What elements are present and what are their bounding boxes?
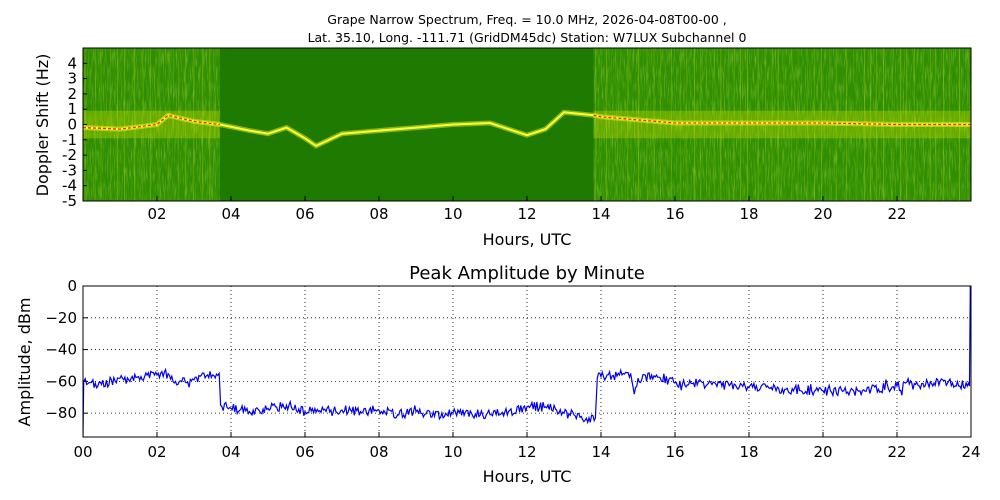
x-tick-label: 24 [961,443,980,461]
y-tick-label: -4 [62,177,77,195]
x-tick-label: 14 [591,205,610,223]
amplitude-series-line [83,286,971,437]
y-tick-label: 0 [67,116,77,134]
y-tick-label: −20 [45,309,77,327]
x-tick-label: 22 [887,443,906,461]
x-tick-label: 08 [369,443,388,461]
x-tick-label: 20 [813,443,832,461]
x-tick-label: 04 [221,205,240,223]
y-tick-label: 4 [67,54,77,72]
y-tick-label: −40 [45,341,77,359]
x-tick-label: 10 [443,443,462,461]
x-tick-label: 16 [665,443,684,461]
x-tick-label: 22 [887,205,906,223]
x-tick-label: 12 [517,205,536,223]
y-tick-label: -3 [62,161,77,179]
x-tick-label: 18 [739,443,758,461]
x-tick-label: 18 [739,205,758,223]
spectrogram-x-ticks: 02 04 06 08 10 12 14 16 18 20 22 [147,196,907,223]
x-tick-label: 16 [665,205,684,223]
carrier-peak [593,114,971,126]
x-tick-label: 00 [73,443,92,461]
spectrum-title-line1: Grape Narrow Spectrum, Freq. = 10.0 MHz,… [327,12,726,27]
x-tick-label: 12 [517,443,536,461]
x-tick-label: 02 [147,205,166,223]
carrier-trace [83,111,971,148]
amplitude-plot-background [83,286,971,437]
spectrogram-y-axis-label: Doppler Shift (Hz) [33,54,52,197]
amplitude-y-axis-label: Amplitude, dBm [15,298,34,427]
amplitude-x-ticks: 00 02 04 06 08 10 12 14 16 18 20 22 24 [73,432,981,461]
x-tick-label: 08 [369,205,388,223]
y-tick-label: -5 [62,192,77,210]
spectrogram-noise-layer [83,48,971,201]
x-tick-label: 02 [147,443,166,461]
spectrogram-carrier-layer [83,109,971,149]
x-tick-label: 10 [443,205,462,223]
y-tick-label: −80 [45,404,77,422]
spectrogram-x-axis-label: Hours, UTC [483,230,572,249]
y-tick-label: -1 [62,131,77,149]
y-tick-label: 0 [67,277,77,295]
x-tick-label: 20 [813,205,832,223]
spectrum-title-line2: Lat. 35.10, Long. -111.71 (GridDM45dc) S… [308,30,747,45]
x-tick-label: 06 [295,205,314,223]
y-tick-label: 1 [67,100,77,118]
spectrogram-plot [83,48,971,201]
x-tick-label: 04 [221,443,240,461]
y-tick-label: 2 [67,85,77,103]
amplitude-title: Peak Amplitude by Minute [409,263,645,284]
y-tick-label: −60 [45,372,77,390]
x-tick-label: 14 [591,443,610,461]
amplitude-x-axis-label: Hours, UTC [483,467,572,486]
y-tick-label: -2 [62,146,77,164]
x-tick-label: 06 [295,443,314,461]
carrier-peak [83,114,220,130]
amplitude-y-ticks: 0 −20 −40 −60 −80 [45,277,88,422]
y-tick-label: 3 [67,70,77,88]
